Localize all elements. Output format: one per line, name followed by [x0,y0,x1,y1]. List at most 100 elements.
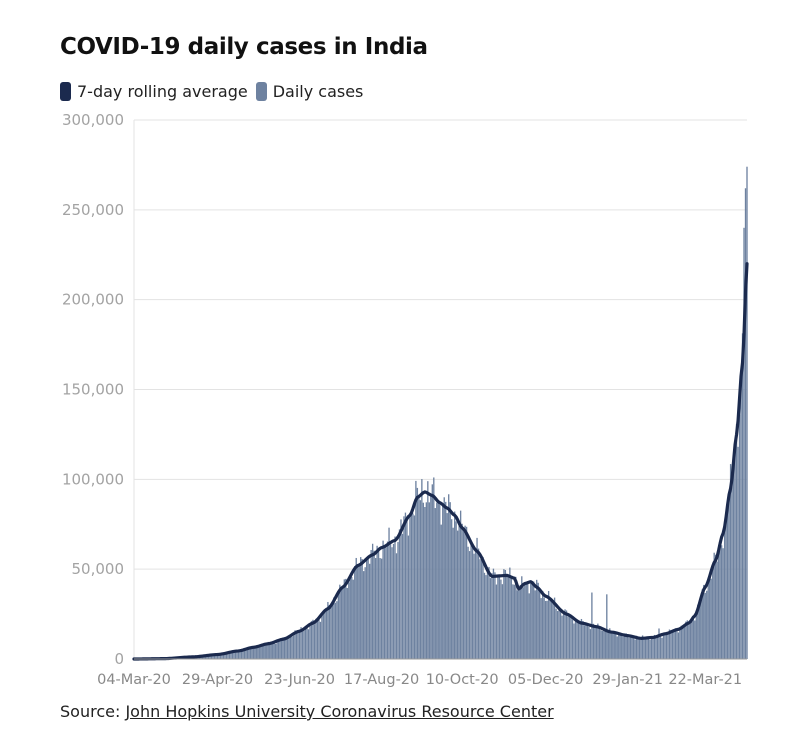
daily-case-bar [597,623,599,659]
daily-case-bar [607,630,609,659]
daily-case-bar [618,635,620,659]
daily-case-bar [635,635,638,659]
daily-case-bar [495,584,498,659]
daily-case-bar [448,494,450,659]
daily-case-bar [744,188,747,659]
daily-case-bar [361,559,363,659]
daily-case-bar [354,566,356,659]
daily-case-bar [720,545,723,659]
daily-case-bar [270,643,272,659]
daily-case-bar [588,626,590,659]
daily-case-bar [331,605,334,659]
daily-case-bar [215,654,217,659]
y-tick-label: 250,000 [62,201,124,219]
daily-case-bar [278,640,280,659]
daily-case-bar [343,579,345,659]
daily-case-bar [342,586,344,659]
daily-case-bar [507,577,510,659]
daily-case-bar [619,633,621,659]
legend-swatch-daily-cases [255,82,267,101]
daily-case-bar [610,632,612,659]
daily-case-bar [371,543,374,659]
daily-case-bar [249,647,252,659]
daily-case-bar [697,604,699,659]
daily-case-bar [424,507,426,659]
daily-case-bar [540,598,542,659]
daily-case-bar [467,546,469,659]
daily-case-bar [536,579,538,659]
daily-case-bar [688,625,690,659]
daily-case-bar [565,610,568,659]
daily-case-bar [525,582,527,659]
daily-case-bar [410,514,413,659]
daily-case-bar [621,633,623,659]
daily-case-bar [539,589,541,659]
daily-case-bar [627,634,629,659]
daily-case-bar [242,650,244,659]
daily-case-bar [236,651,238,659]
daily-case-bar [297,631,299,659]
daily-case-bar [647,636,650,659]
daily-case-bar [632,638,635,659]
daily-case-bar [524,583,526,659]
daily-case-bar [319,621,322,659]
daily-case-bar [360,557,362,659]
daily-case-bar [309,624,311,659]
daily-case-bar [425,502,427,659]
daily-case-bar [240,650,243,659]
daily-case-bar [706,590,708,659]
daily-case-bar [391,547,393,659]
daily-case-bar [658,628,660,659]
daily-case-bar [419,500,422,659]
daily-case-bar [458,524,460,659]
daily-case-bar [412,513,414,659]
daily-case-bar [294,630,296,659]
daily-case-bar [677,632,680,659]
daily-case-bar [673,631,675,659]
daily-case-bar [443,497,445,659]
daily-case-bar [461,523,463,659]
daily-case-bar [454,511,456,659]
daily-case-bar [522,587,524,659]
daily-case-bar [715,554,717,659]
daily-case-bar [506,573,508,659]
daily-case-bar [577,622,580,659]
x-tick-label: 29-Apr-20 [182,672,253,688]
daily-case-bar [337,593,339,659]
daily-case-bar [216,654,219,659]
daily-case-bar [255,645,257,659]
daily-case-bar [553,597,556,659]
daily-case-bar [233,651,235,659]
daily-case-bar [510,578,513,659]
daily-case-bar [386,541,389,659]
daily-case-bar [345,578,347,659]
daily-case-bar [661,637,663,659]
daily-case-bar [634,639,636,659]
daily-case-bar [349,575,351,659]
daily-case-bar [579,622,581,659]
daily-case-bar [465,526,468,659]
daily-case-bar [357,564,359,659]
daily-case-bar [521,576,523,659]
source-link[interactable]: John Hopkins University Coronavirus Reso… [125,702,554,721]
daily-case-bar [594,626,596,659]
daily-case-bar [455,521,457,659]
daily-case-bar [646,638,648,659]
daily-case-bar [667,634,669,659]
daily-case-bar [421,479,423,659]
daily-case-bar [301,631,304,659]
daily-case-bar [515,576,517,659]
daily-case-bar [600,630,602,659]
daily-case-bar [340,590,342,659]
daily-case-bar [746,166,748,659]
daily-case-bar [292,635,295,659]
daily-case-bar [500,579,502,659]
daily-case-bar [576,619,578,659]
daily-case-bar [683,625,686,659]
daily-case-bar [382,540,384,659]
daily-case-bar [637,637,639,659]
daily-case-bar [732,469,735,659]
daily-case-bar [289,636,292,659]
daily-case-bar [498,576,501,659]
daily-case-bar [286,639,289,659]
